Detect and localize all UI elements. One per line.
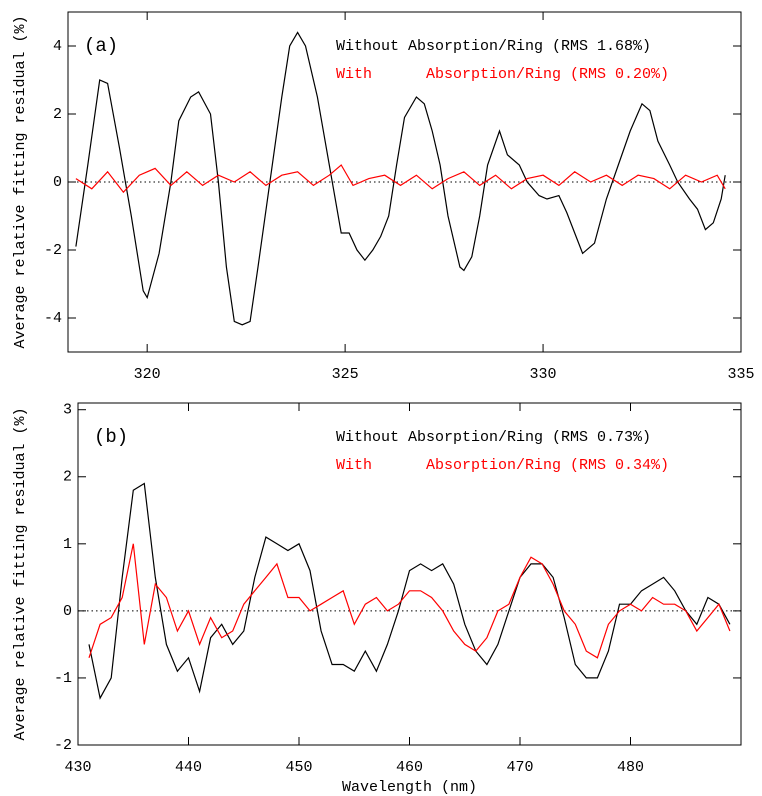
y-tick-label: 0 xyxy=(63,603,72,620)
series-line xyxy=(75,31,726,326)
y-tick-label: 2 xyxy=(63,469,72,486)
series-line xyxy=(88,543,731,659)
series-line xyxy=(75,164,726,194)
x-tick-label: 450 xyxy=(285,759,312,776)
x-tick-label: 430 xyxy=(64,759,91,776)
series-line xyxy=(88,482,731,700)
y-tick-label: 4 xyxy=(53,38,62,55)
y-axis-label: Average relative fitting residual (%) xyxy=(12,15,29,348)
y-tick-label: -2 xyxy=(54,737,72,754)
legend-label: Without Absorption/Ring (RMS 1.68%) xyxy=(336,38,651,55)
x-tick-label: 480 xyxy=(617,759,644,776)
legend-label: Without Absorption/Ring (RMS 0.73%) xyxy=(336,429,651,446)
y-axis-label: Average relative fitting residual (%) xyxy=(12,407,29,740)
x-tick-label: 470 xyxy=(506,759,533,776)
y-tick-label: 0 xyxy=(53,174,62,191)
y-tick-label: 3 xyxy=(63,402,72,419)
x-tick-label: 325 xyxy=(332,366,359,383)
plot-frame xyxy=(77,402,742,746)
x-axis-label: Wavelength (nm) xyxy=(342,779,477,796)
y-tick-label: 1 xyxy=(63,536,72,553)
y-tick-label: -1 xyxy=(54,670,72,687)
panel-label: (a) xyxy=(84,35,118,57)
legend-label: With Absorption/Ring (RMS 0.20%) xyxy=(336,66,669,83)
y-tick-label: -4 xyxy=(44,310,62,327)
x-tick-label: 330 xyxy=(530,366,557,383)
x-tick-label: 440 xyxy=(175,759,202,776)
x-tick-label: 460 xyxy=(396,759,423,776)
legend-label: With Absorption/Ring (RMS 0.34%) xyxy=(336,457,669,474)
x-tick-label: 335 xyxy=(727,366,754,383)
panel-label: (b) xyxy=(94,426,128,448)
y-tick-label: 2 xyxy=(53,106,62,123)
x-tick-label: 320 xyxy=(134,366,161,383)
y-tick-label: -2 xyxy=(44,242,62,259)
